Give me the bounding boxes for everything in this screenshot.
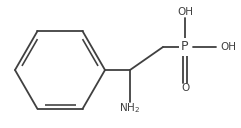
Text: OH: OH (220, 42, 236, 52)
Text: OH: OH (177, 7, 193, 17)
Text: O: O (181, 83, 189, 93)
Text: P: P (181, 40, 189, 54)
Text: NH$_2$: NH$_2$ (120, 101, 141, 115)
